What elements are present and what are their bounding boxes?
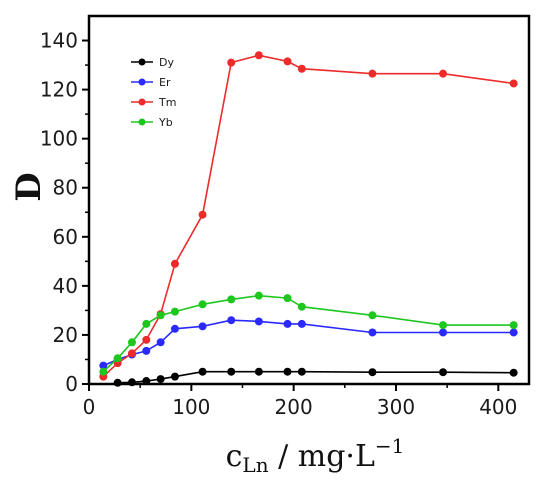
data-point-er xyxy=(198,322,207,331)
data-point-yb xyxy=(368,311,377,320)
series-line-er xyxy=(102,319,514,367)
data-point-yb xyxy=(227,295,236,304)
legend-item-dy: Dy xyxy=(131,56,174,69)
data-point-er xyxy=(283,319,292,328)
data-point-er xyxy=(99,361,108,370)
plot-frame xyxy=(87,14,531,386)
data-point-yb xyxy=(198,300,207,309)
y-tick-label: 120 xyxy=(40,78,78,102)
data-point-dy xyxy=(368,368,377,377)
data-point-yb xyxy=(127,338,136,347)
data-point-tm xyxy=(297,64,306,73)
data-point-tm xyxy=(283,57,292,66)
x-axis-title-subscript: Ln xyxy=(242,453,268,477)
legend-item-tm: Tm xyxy=(131,96,176,109)
data-point-er xyxy=(439,328,448,337)
data-point-dy xyxy=(297,367,306,376)
data-point-er xyxy=(170,324,179,333)
data-point-yb xyxy=(439,321,448,330)
data-point-tm xyxy=(198,210,207,219)
legend: Dy Er Tm Yb xyxy=(131,56,176,129)
data-point-yb xyxy=(254,291,263,300)
plot-area xyxy=(99,51,518,387)
x-axis-title-unit: / mg·L xyxy=(269,439,375,474)
y-tick-label: 100 xyxy=(40,127,78,151)
data-point-tm xyxy=(227,58,236,67)
data-point-yb xyxy=(509,321,518,330)
y-tick-label: 0 xyxy=(65,372,78,396)
data-point-dy xyxy=(227,367,236,376)
data-point-tm xyxy=(254,51,263,60)
data-point-dy xyxy=(198,367,207,376)
legend-marker-tm xyxy=(138,98,146,106)
data-point-dy xyxy=(156,375,165,384)
data-point-dy xyxy=(170,372,179,381)
x-tick-label: 300 xyxy=(377,395,415,419)
data-point-yb xyxy=(156,311,165,320)
data-point-er xyxy=(297,319,306,328)
data-point-dy xyxy=(439,368,448,377)
y-tick-label: 40 xyxy=(53,274,78,298)
data-point-yb xyxy=(142,319,151,328)
data-point-yb xyxy=(297,302,306,311)
x-axis-title: cLn / mg·L−1 xyxy=(226,434,405,477)
legend-label-yb: Yb xyxy=(158,116,173,129)
data-point-dy xyxy=(254,367,263,376)
data-point-tm xyxy=(439,69,448,78)
data-point-yb xyxy=(99,367,108,376)
legend-label-tm: Tm xyxy=(158,96,176,109)
y-tick-label: 60 xyxy=(53,225,78,249)
y-tick-label: 80 xyxy=(53,176,78,200)
legend-item-yb: Yb xyxy=(131,116,173,129)
legend-marker-er xyxy=(138,78,146,86)
data-point-yb xyxy=(170,307,179,316)
legend-item-er: Er xyxy=(131,76,171,89)
x-tick-label: 100 xyxy=(172,395,210,419)
data-point-tm xyxy=(368,69,377,78)
data-point-er xyxy=(227,316,236,325)
data-point-er xyxy=(156,338,165,347)
data-point-tm xyxy=(127,349,136,358)
y-tick-label: 20 xyxy=(53,323,78,347)
data-point-yb xyxy=(283,294,292,303)
axes: 0 20 40 60 80 100 120 140 0 100 200 300 400 xyxy=(40,14,531,419)
x-tick-label: 200 xyxy=(275,395,313,419)
y-axis-title: D xyxy=(9,172,49,201)
legend-label-dy: Dy xyxy=(159,56,174,69)
data-point-tm xyxy=(170,259,179,268)
legend-marker-yb xyxy=(138,118,146,126)
data-point-dy xyxy=(283,367,292,376)
data-point-tm xyxy=(509,79,518,88)
data-point-yb xyxy=(113,354,122,363)
legend-label-er: Er xyxy=(159,76,171,89)
y-tick-label: 140 xyxy=(40,29,78,53)
series-yb xyxy=(99,291,518,376)
x-tick-label: 0 xyxy=(83,395,96,419)
data-point-er xyxy=(509,328,518,337)
data-point-er xyxy=(142,346,151,355)
series-er xyxy=(99,316,518,370)
x-axis-title-superscript: −1 xyxy=(375,434,404,458)
data-point-er xyxy=(368,328,377,337)
data-point-dy xyxy=(509,368,518,377)
series-line-yb xyxy=(102,294,514,373)
data-point-tm xyxy=(142,335,151,344)
x-tick-label: 400 xyxy=(479,395,517,419)
data-point-er xyxy=(254,317,263,326)
x-axis-title-main: c xyxy=(226,439,243,474)
legend-marker-dy xyxy=(138,58,146,66)
series-dy xyxy=(113,367,518,387)
